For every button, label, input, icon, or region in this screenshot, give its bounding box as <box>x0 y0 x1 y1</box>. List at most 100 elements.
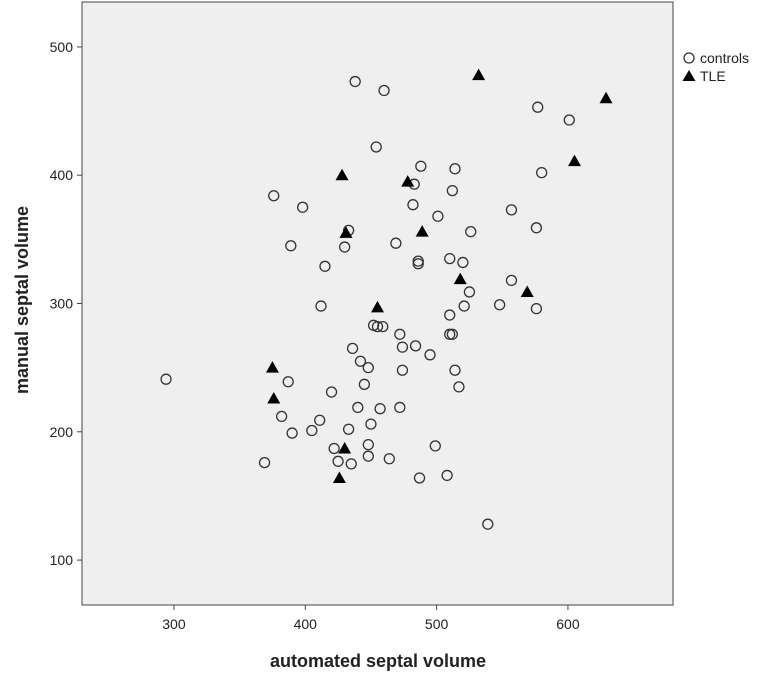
tle-point-6 <box>371 300 384 313</box>
tle-point-13 <box>599 91 613 104</box>
tle-point-7 <box>401 175 415 187</box>
x-tick-label-300: 300 <box>162 616 186 632</box>
legend-tle-label: TLE <box>700 68 726 84</box>
controls-point-46 <box>415 160 427 172</box>
controls-point-20 <box>349 75 361 88</box>
controls-point-10 <box>315 300 327 312</box>
controls-point-6 <box>286 427 298 439</box>
tle-point-9 <box>453 272 467 285</box>
controls-point-34 <box>383 453 395 465</box>
controls-point-36 <box>394 401 406 414</box>
controls-point-38 <box>396 341 409 353</box>
controls-point-52 <box>444 309 456 321</box>
controls-point-31 <box>374 403 386 415</box>
controls-point-55 <box>446 184 459 197</box>
controls-point-29 <box>371 320 384 333</box>
controls-point-54 <box>446 328 459 340</box>
tle-point-1 <box>267 391 281 404</box>
tle-point-10 <box>472 68 486 81</box>
controls-point-58 <box>453 381 465 393</box>
controls-point-30 <box>370 141 382 153</box>
controls-point-49 <box>432 210 444 222</box>
data-marks <box>160 68 613 530</box>
legend-controls-label: controls <box>700 50 749 66</box>
controls-point-27 <box>365 418 377 430</box>
axes: 300 400 500 600 100 200 300 400 500 <box>50 39 580 632</box>
controls-point-62 <box>465 226 477 238</box>
y-tick-label-500: 500 <box>50 39 74 55</box>
controls-point-2 <box>268 190 280 202</box>
controls-point-51 <box>444 252 456 265</box>
y-axis-title: manual septal volume <box>12 206 32 394</box>
controls-point-14 <box>332 455 344 467</box>
controls-point-13 <box>328 442 340 455</box>
controls-point-11 <box>319 260 331 272</box>
controls-point-56 <box>449 163 461 175</box>
controls-point-32 <box>377 320 389 333</box>
tle-point-4 <box>338 441 352 454</box>
controls-point-63 <box>482 518 494 530</box>
controls-point-1 <box>258 456 271 469</box>
controls-point-70 <box>536 166 548 179</box>
controls-point-21 <box>352 401 364 414</box>
controls-point-45 <box>413 472 426 484</box>
controls-point-26 <box>362 450 374 462</box>
x-tick-label-600: 600 <box>556 616 580 632</box>
controls-point-5 <box>285 240 297 252</box>
controls-point-24 <box>362 361 374 374</box>
controls-point-35 <box>390 237 402 249</box>
controls-point-12 <box>325 386 338 398</box>
y-tick-label-200: 200 <box>50 424 74 440</box>
tle-point-5 <box>339 226 353 238</box>
controls-point-37 <box>394 328 406 340</box>
controls-point-22 <box>354 355 367 367</box>
y-tick-label-300: 300 <box>50 296 74 312</box>
legend-tle-marker <box>682 70 696 81</box>
x-tick-label-500: 500 <box>425 616 449 632</box>
legend: controls TLE <box>682 50 749 84</box>
controls-point-44 <box>412 258 424 270</box>
y-tick-label-400: 400 <box>50 167 74 183</box>
controls-point-68 <box>530 302 543 315</box>
controls-point-65 <box>505 204 518 216</box>
tle-point-0 <box>265 361 279 373</box>
tle-point-8 <box>415 225 429 237</box>
controls-point-59 <box>457 256 469 269</box>
controls-point-33 <box>378 84 390 97</box>
controls-point-0 <box>160 373 172 385</box>
controls-point-64 <box>493 299 506 311</box>
controls-point-19 <box>346 342 359 355</box>
controls-point-8 <box>306 424 318 437</box>
tle-point-3 <box>335 168 349 181</box>
controls-point-3 <box>275 410 288 423</box>
controls-point-69 <box>532 101 544 113</box>
controls-point-60 <box>458 300 470 312</box>
controls-point-66 <box>505 274 518 287</box>
controls-point-18 <box>345 458 357 470</box>
controls-point-50 <box>441 469 453 482</box>
controls-point-9 <box>314 414 326 426</box>
controls-point-61 <box>463 286 476 298</box>
tle-point-12 <box>568 154 581 167</box>
controls-point-40 <box>407 199 419 211</box>
controls-point-57 <box>449 364 461 376</box>
controls-point-7 <box>296 201 309 213</box>
controls-point-15 <box>339 241 351 253</box>
controls-point-23 <box>358 378 371 390</box>
tle-point-11 <box>520 285 534 297</box>
controls-point-71 <box>563 114 575 126</box>
x-tick-label-400: 400 <box>294 616 318 632</box>
controls-point-42 <box>409 340 422 352</box>
controls-point-25 <box>362 438 374 451</box>
x-axis-title: automated septal volume <box>270 651 486 671</box>
controls-point-48 <box>429 440 441 452</box>
controls-point-39 <box>396 364 409 376</box>
controls-point-47 <box>424 349 436 361</box>
legend-controls-marker <box>683 52 695 64</box>
controls-point-17 <box>342 423 355 435</box>
tle-point-2 <box>332 471 346 483</box>
controls-point-4 <box>282 376 294 388</box>
controls-point-67 <box>530 222 543 234</box>
y-tick-label-100: 100 <box>50 552 74 568</box>
